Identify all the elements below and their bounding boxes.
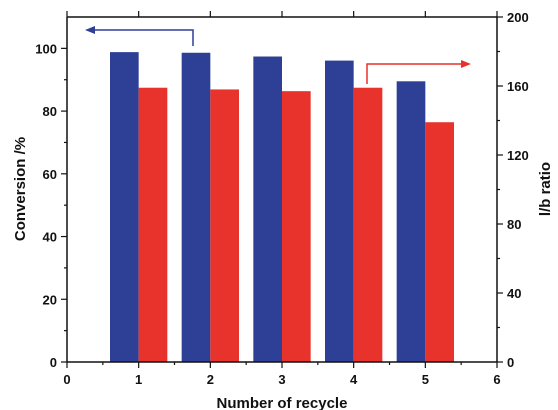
y-left-tick-label: 100 bbox=[35, 41, 57, 56]
ratio-bar-3 bbox=[282, 91, 311, 363]
y-left-tick-label: 0 bbox=[50, 355, 57, 370]
bars-layer bbox=[110, 52, 454, 363]
y-right-tick-label: 0 bbox=[507, 355, 514, 370]
y-left-tick-label: 60 bbox=[43, 167, 57, 182]
y-left-axis-title: Conversion /% bbox=[12, 137, 29, 241]
x-tick-label: 4 bbox=[350, 372, 358, 387]
x-tick-label: 2 bbox=[207, 372, 214, 387]
ratio-bar-5 bbox=[425, 122, 454, 362]
left-axis-arrowhead bbox=[85, 26, 95, 34]
y-right-tick-label: 80 bbox=[507, 217, 521, 232]
conversion-bar-2 bbox=[181, 52, 211, 362]
ratio-bar-4 bbox=[353, 87, 383, 362]
arrows-layer bbox=[85, 26, 471, 84]
ratio-bar-2 bbox=[210, 89, 239, 362]
left-axis-arrow bbox=[89, 29, 194, 46]
y-right-tick-label: 120 bbox=[507, 148, 529, 163]
y-left-tick-label: 40 bbox=[43, 230, 57, 245]
right-axis-arrowhead bbox=[461, 60, 471, 68]
conversion-bar-3 bbox=[253, 56, 282, 362]
x-tick-label: 0 bbox=[63, 372, 70, 387]
conversion-bar-5 bbox=[396, 81, 426, 362]
conversion-bar-4 bbox=[325, 60, 354, 362]
ticks-layer bbox=[61, 11, 503, 368]
y-right-axis-title: l/b ratio bbox=[537, 162, 554, 216]
x-tick-label: 1 bbox=[135, 372, 142, 387]
y-right-tick-label: 160 bbox=[507, 79, 529, 94]
x-tick-label: 5 bbox=[422, 372, 429, 387]
x-axis-title: Number of recycle bbox=[217, 395, 348, 410]
y-left-tick-label: 80 bbox=[43, 104, 57, 119]
x-tick-label: 3 bbox=[278, 372, 285, 387]
right-axis-arrow bbox=[366, 63, 466, 84]
y-right-tick-label: 40 bbox=[507, 286, 521, 301]
ratio-bar-1 bbox=[138, 87, 168, 362]
x-tick-label: 6 bbox=[493, 372, 500, 387]
conversion-bar-1 bbox=[110, 52, 139, 363]
y-left-tick-label: 20 bbox=[43, 292, 57, 307]
y-right-tick-label: 200 bbox=[507, 10, 529, 25]
